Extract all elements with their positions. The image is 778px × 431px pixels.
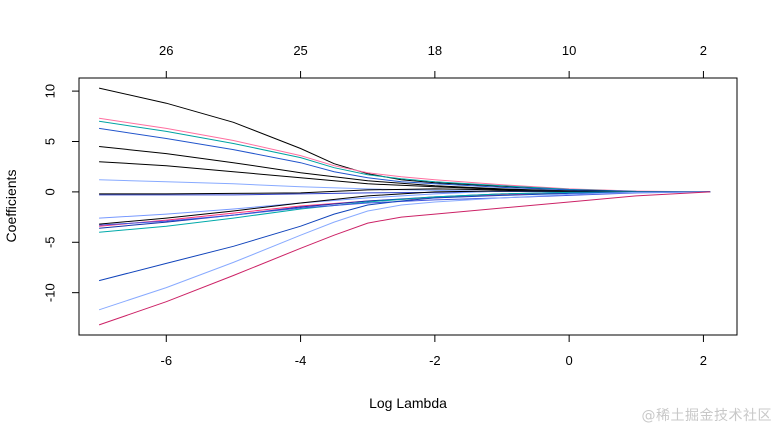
- coefficient-path-1: [98, 87, 711, 193]
- top-tick-label: 10: [562, 43, 576, 58]
- x-axis-top: 26 25 18 10 2: [159, 43, 707, 79]
- watermark-text: @稀土掘金技术社区: [641, 408, 772, 424]
- coefficient-path-11: [99, 190, 711, 225]
- top-tick-label: 25: [293, 43, 307, 58]
- top-tick-label: 2: [700, 43, 707, 58]
- y-axis-title: Coefficients: [3, 170, 19, 243]
- y-tick-label: -10: [42, 283, 57, 302]
- y-axis-left: -10 -5 0 5 10: [42, 84, 80, 302]
- coefficient-path-17: [98, 191, 711, 311]
- coefficient-path-2: [99, 117, 711, 193]
- y-tick-label: 0: [42, 188, 57, 195]
- coefficient-path-16: [98, 191, 711, 282]
- top-tick-label: 18: [428, 43, 442, 58]
- coefficient-path-4: [99, 127, 711, 193]
- coefficient-path-18: [98, 191, 711, 326]
- x-axis-title: Log Lambda: [369, 395, 447, 411]
- top-tick-label: 26: [159, 43, 173, 58]
- y-tick-label: 5: [42, 138, 57, 145]
- x-axis-bottom: -6 -4 -2 0 2: [161, 334, 707, 368]
- x-tick-label: -4: [295, 353, 307, 368]
- coefficient-path-14: [99, 191, 711, 233]
- x-tick-label: -2: [429, 353, 441, 368]
- x-tick-label: 2: [700, 353, 707, 368]
- y-tick-label: 10: [42, 84, 57, 98]
- plot-frame: [78, 77, 738, 336]
- y-tick-label: -5: [42, 236, 57, 248]
- x-tick-label: -6: [161, 353, 173, 368]
- series-layer: [98, 87, 711, 326]
- coefficient-path-15: [99, 191, 711, 226]
- x-tick-label: 0: [566, 353, 573, 368]
